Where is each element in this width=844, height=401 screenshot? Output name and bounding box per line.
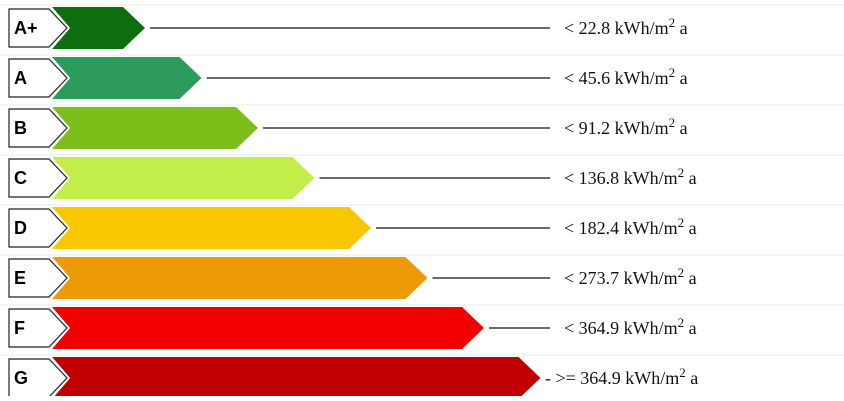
threshold-label-A: < 45.6 kWh/m2 a xyxy=(564,65,688,88)
label-box-A+ xyxy=(8,8,68,48)
label-box-E xyxy=(8,258,68,298)
label-box-D xyxy=(8,208,68,248)
threshold-label-G: - >= 364.9 kWh/m2 a xyxy=(545,365,698,388)
threshold-label-A+: < 22.8 kWh/m2 a xyxy=(564,15,688,38)
bar-B xyxy=(52,107,258,149)
bar-D xyxy=(52,207,371,249)
label-box-A xyxy=(8,58,68,98)
bar-A xyxy=(52,57,202,99)
bar-F xyxy=(52,307,484,349)
bar-A+ xyxy=(52,7,145,49)
bar-E xyxy=(52,257,428,299)
category-label-A+: A+ xyxy=(14,18,38,38)
threshold-label-F: < 364.9 kWh/m2 a xyxy=(564,315,697,338)
category-label-A: A xyxy=(14,68,27,88)
bar-G xyxy=(52,357,541,399)
threshold-label-E: < 273.7 kWh/m2 a xyxy=(564,265,697,288)
category-label-B: B xyxy=(14,118,27,138)
label-box-G xyxy=(8,358,68,398)
label-box-F xyxy=(8,308,68,348)
threshold-label-C: < 136.8 kWh/m2 a xyxy=(564,165,697,188)
category-label-G: G xyxy=(14,368,28,388)
category-label-F: F xyxy=(14,318,25,338)
category-label-E: E xyxy=(14,268,26,288)
threshold-label-D: < 182.4 kWh/m2 a xyxy=(564,215,697,238)
category-label-D: D xyxy=(14,218,27,238)
label-box-C xyxy=(8,158,68,198)
category-label-C: C xyxy=(14,168,27,188)
bar-C xyxy=(52,157,315,199)
threshold-label-B: < 91.2 kWh/m2 a xyxy=(564,115,688,138)
label-box-B xyxy=(8,108,68,148)
